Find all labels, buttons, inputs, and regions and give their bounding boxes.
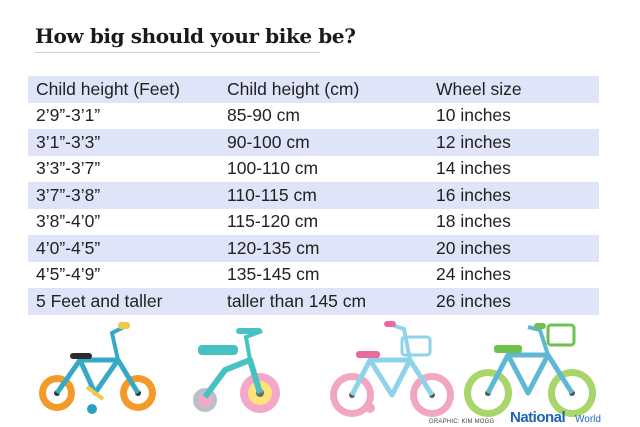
bike-illustration-2 bbox=[193, 328, 280, 413]
cell-wheel: 14 inches bbox=[436, 158, 511, 179]
header-wheel: Wheel size bbox=[436, 78, 522, 99]
table-header-row: Child height (Feet) Child height (cm) Wh… bbox=[28, 76, 599, 103]
cell-cm: 120-135 cm bbox=[227, 237, 320, 258]
header-feet: Child height (Feet) bbox=[36, 78, 180, 99]
cell-feet: 3’1”-3’3” bbox=[36, 131, 101, 152]
table-row: 2’9”-3’1” 85-90 cm 10 inches bbox=[28, 103, 599, 130]
bike-size-table: Child height (Feet) Child height (cm) Wh… bbox=[28, 76, 599, 315]
cell-wheel: 10 inches bbox=[436, 105, 511, 126]
cell-wheel: 12 inches bbox=[436, 131, 511, 152]
cell-wheel: 20 inches bbox=[436, 237, 511, 258]
table-row: 3’7”-3’8” 110-115 cm 16 inches bbox=[28, 182, 599, 209]
header-cm: Child height (cm) bbox=[227, 78, 360, 99]
cell-cm: 90-100 cm bbox=[227, 131, 310, 152]
table-row: 3’3”-3’7” 100-110 cm 14 inches bbox=[28, 156, 599, 183]
brand-logo-light: World bbox=[575, 414, 601, 425]
cell-cm: taller than 145 cm bbox=[227, 290, 367, 311]
cell-feet: 4’5”-4’9” bbox=[36, 264, 101, 285]
page-title: How big should your bike be? bbox=[35, 24, 356, 48]
table-row: 3’1”-3’3” 90-100 cm 12 inches bbox=[28, 129, 599, 156]
cell-wheel: 24 inches bbox=[436, 264, 511, 285]
cell-cm: 100-110 cm bbox=[227, 158, 319, 179]
cell-feet: 3’8”-4’0” bbox=[36, 211, 101, 232]
graphic-credit: GRAPHIC: KIM MOGG bbox=[429, 419, 495, 425]
brand-logo-bold: National bbox=[510, 409, 566, 426]
cell-feet: 2’9”-3’1” bbox=[36, 105, 101, 126]
cell-wheel: 18 inches bbox=[436, 211, 511, 232]
bike-illustration-3 bbox=[330, 321, 454, 417]
cell-wheel: 26 inches bbox=[436, 290, 511, 311]
table-row: 3’8”-4’0” 115-120 cm 18 inches bbox=[28, 209, 599, 236]
table-row: 4’0”-4’5” 120-135 cm 20 inches bbox=[28, 235, 599, 262]
cell-feet: 4’0”-4’5” bbox=[36, 237, 101, 258]
cell-feet: 5 Feet and taller bbox=[36, 290, 163, 311]
bike-illustration-1 bbox=[39, 322, 156, 414]
cell-cm: 135-145 cm bbox=[227, 264, 320, 285]
bike-illustration-4 bbox=[464, 323, 596, 417]
title-divider bbox=[35, 52, 320, 53]
cell-wheel: 16 inches bbox=[436, 184, 511, 205]
table-row: 4’5”-4’9” 135-145 cm 24 inches bbox=[28, 262, 599, 289]
cell-cm: 115-120 cm bbox=[227, 211, 319, 232]
cell-cm: 110-115 cm bbox=[227, 184, 317, 205]
cell-feet: 3’3”-3’7” bbox=[36, 158, 101, 179]
table-row: 5 Feet and taller taller than 145 cm 26 … bbox=[28, 288, 599, 315]
cell-cm: 85-90 cm bbox=[227, 105, 300, 126]
cell-feet: 3’7”-3’8” bbox=[36, 184, 101, 205]
bike-illustrations bbox=[39, 321, 596, 417]
